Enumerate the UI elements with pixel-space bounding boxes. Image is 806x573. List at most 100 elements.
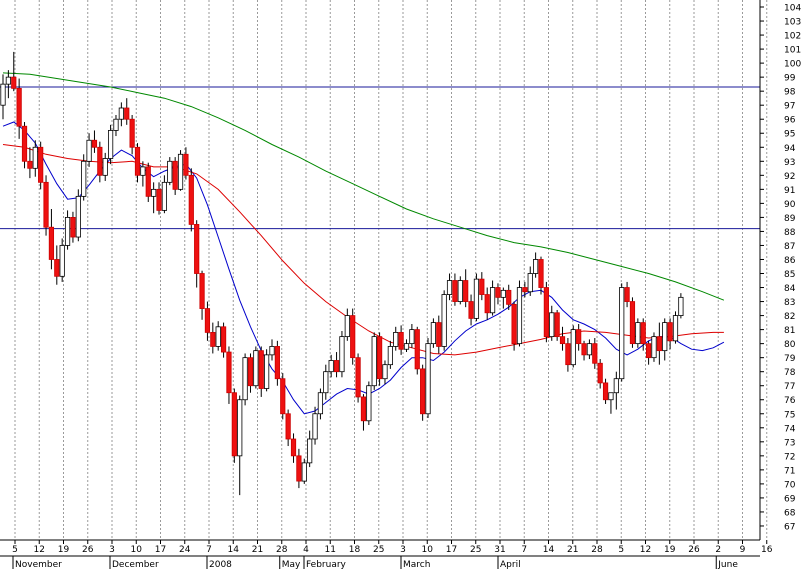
y-tick-label: 72 [784, 452, 795, 462]
candle [91, 130, 98, 153]
candle-body [371, 336, 377, 387]
x-tick-label: 7 [206, 545, 212, 555]
candle [86, 133, 92, 167]
candle [646, 340, 652, 365]
candle-body [140, 166, 146, 176]
candle-body [21, 125, 28, 162]
candle [522, 281, 528, 298]
candle-body [199, 273, 205, 309]
candle-body [473, 278, 480, 319]
x-tick-label: 11 [325, 545, 336, 555]
month-label: April [500, 560, 521, 569]
candle [414, 326, 420, 375]
candle [333, 352, 340, 378]
candle-body [16, 87, 22, 127]
candle [43, 175, 49, 236]
x-tick-label: 19 [58, 545, 70, 555]
candle [81, 154, 87, 201]
grid [14, 0, 768, 540]
candle-body [678, 296, 684, 316]
candle-body [188, 174, 194, 225]
candle [113, 115, 119, 137]
candle-body [613, 378, 619, 394]
y-tick-label: 77 [784, 382, 795, 392]
candle [387, 340, 393, 369]
candle-body [441, 294, 447, 347]
candle [371, 332, 377, 390]
candle [38, 141, 44, 190]
x-tick-label: 4 [303, 545, 309, 555]
x-tick-label: 3 [109, 545, 115, 555]
candle-body [204, 308, 211, 333]
candle [393, 326, 399, 351]
y-tick-label: 74 [784, 424, 796, 434]
candle [559, 326, 566, 351]
moving-averages [2, 72, 725, 415]
y-tick-label: 69 [784, 494, 796, 504]
candle [586, 339, 593, 360]
candle [516, 280, 523, 347]
candle [102, 152, 108, 181]
candle [430, 318, 437, 348]
candle [667, 318, 673, 350]
month-label: 2008 [209, 560, 232, 569]
candle [624, 281, 630, 308]
x-tick-label: 14 [228, 545, 240, 555]
candle [457, 276, 463, 305]
candle [376, 332, 383, 386]
candle-body [333, 360, 340, 373]
candle-body [242, 357, 248, 401]
candle-body [387, 346, 393, 366]
y-tick-label: 97 [784, 102, 795, 112]
candle [285, 409, 291, 447]
candle-body [285, 413, 291, 440]
candle-body [662, 322, 668, 352]
candle-body [75, 195, 81, 238]
candle [269, 339, 275, 361]
y-tick-label: 75 [784, 410, 795, 420]
candle [70, 211, 76, 243]
candle-body [258, 350, 264, 389]
x-tick-label: 21 [567, 545, 578, 555]
candle [640, 318, 646, 351]
candle [253, 346, 259, 389]
candle [581, 340, 587, 361]
candle-body [43, 181, 49, 228]
y-tick-label: 83 [784, 298, 795, 308]
candle-body [500, 289, 506, 298]
candle-body [312, 413, 318, 440]
candle [54, 245, 60, 285]
candle-body [511, 303, 517, 345]
candle-body [409, 329, 415, 345]
candle [118, 102, 124, 127]
candle [301, 458, 307, 484]
candle-body [597, 362, 603, 384]
x-tick-label: 12 [640, 545, 651, 555]
candle [651, 332, 657, 362]
month-label: February [306, 560, 347, 569]
candle [613, 371, 619, 410]
candle-body [269, 346, 275, 356]
y-tick-label: 78 [784, 368, 796, 378]
moving-average-long-line [2, 72, 725, 301]
candle [167, 157, 173, 186]
candle [446, 273, 453, 301]
candle-body [226, 351, 232, 394]
candle-body [479, 278, 485, 295]
candle [296, 448, 302, 489]
candle-body [468, 301, 474, 319]
candle [538, 256, 544, 295]
candle [608, 392, 614, 414]
candle-body [543, 287, 549, 338]
candle-body [592, 343, 598, 364]
y-tick-label: 89 [784, 214, 796, 224]
month-label: March [403, 560, 430, 569]
y-tick-label: 67 [784, 522, 795, 532]
candles [0, 51, 684, 496]
candle [554, 309, 560, 341]
x-tick-label: 14 [543, 545, 555, 555]
candle-body [635, 322, 641, 345]
candle-body [70, 217, 76, 238]
